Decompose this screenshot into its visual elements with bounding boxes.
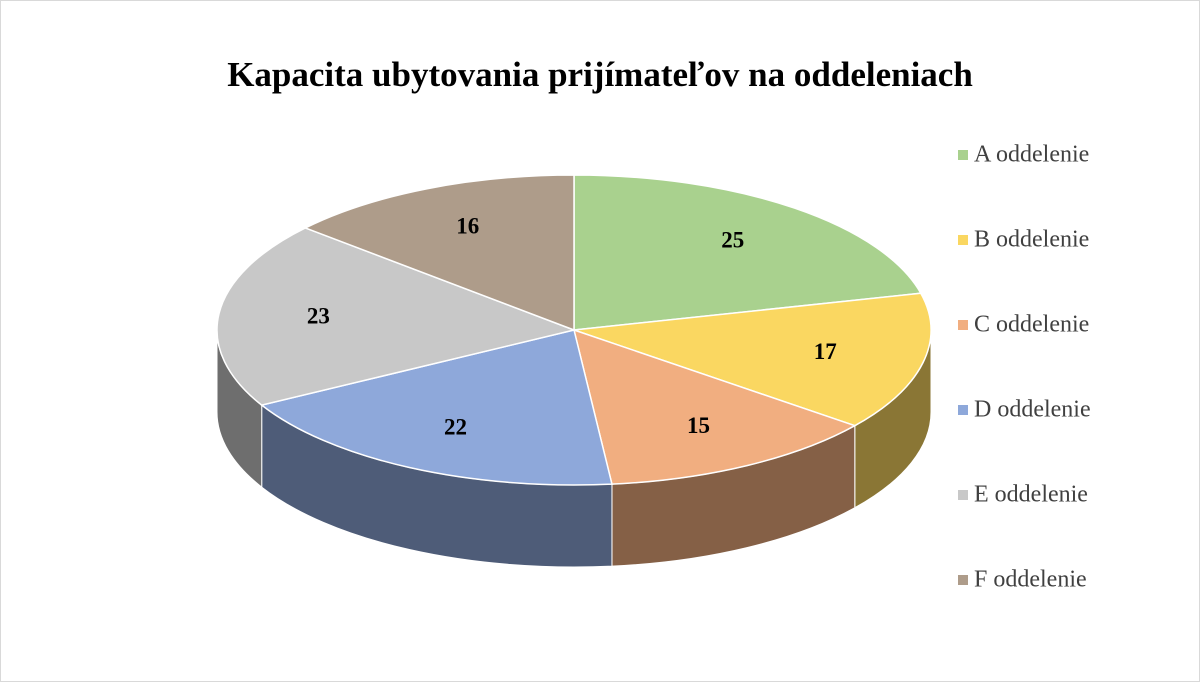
data-label: 23 xyxy=(307,303,330,328)
legend-label: C oddelenie xyxy=(974,312,1089,338)
data-label: 17 xyxy=(814,339,837,364)
legend-label: A oddelenie xyxy=(974,142,1089,168)
legend-swatch xyxy=(958,490,968,500)
legend-swatch xyxy=(958,405,968,415)
data-label: 25 xyxy=(721,228,744,253)
legend-swatch xyxy=(958,150,968,160)
data-label: 16 xyxy=(456,214,479,239)
legend-label: E oddelenie xyxy=(974,482,1088,508)
slice xyxy=(260,329,613,486)
slice xyxy=(573,292,932,427)
slice xyxy=(303,174,575,332)
data-label: 15 xyxy=(687,413,710,438)
slice xyxy=(573,174,923,331)
legend-label: B oddelenie xyxy=(974,227,1089,253)
slice xyxy=(572,328,857,485)
legend-swatch xyxy=(958,320,968,330)
legend-label: D oddelenie xyxy=(974,397,1091,423)
legend-swatch xyxy=(958,575,968,585)
legend-label: F oddelenie xyxy=(974,567,1087,593)
chart-title: Kapacita ubytovania prijímateľov na odde… xyxy=(227,55,973,94)
legend-swatch xyxy=(958,235,968,245)
slice xyxy=(216,227,577,406)
data-label: 22 xyxy=(444,414,467,439)
